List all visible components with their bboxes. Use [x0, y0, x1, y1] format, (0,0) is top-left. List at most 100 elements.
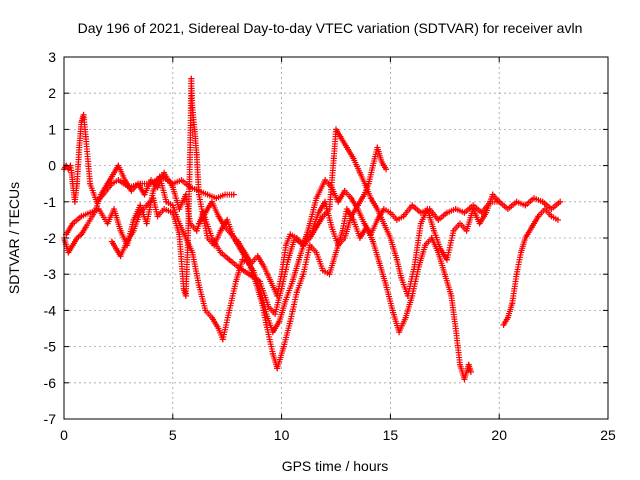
data-point: [326, 271, 333, 278]
data-point: [348, 213, 355, 220]
data-point: [65, 166, 72, 173]
data-point: [367, 195, 374, 202]
data-point: [104, 220, 111, 227]
data-point: [409, 202, 416, 209]
data-point: [74, 235, 81, 241]
data-point: [161, 206, 168, 213]
data-point: [457, 220, 464, 227]
data-point: [156, 173, 163, 180]
data-point: [287, 318, 294, 325]
data-point: [143, 202, 150, 209]
series-track-6: [500, 206, 561, 328]
data-point: [150, 195, 157, 202]
data-point: [369, 238, 376, 245]
data-point: [470, 206, 477, 213]
data-point: [387, 209, 394, 216]
data-point: [154, 213, 161, 220]
data-point: [202, 209, 209, 216]
data-point: [369, 162, 376, 169]
x-tick-label: 20: [491, 427, 507, 443]
x-tick-label: 5: [169, 427, 177, 443]
data-point: [554, 216, 561, 223]
data-point: [169, 202, 176, 209]
data-point: [548, 206, 555, 213]
data-point: [548, 213, 555, 220]
data-point: [465, 361, 472, 368]
data-point: [461, 376, 468, 383]
data-point: [443, 209, 450, 216]
point-markers: [61, 162, 564, 317]
data-point: [217, 249, 224, 256]
data-point: [128, 187, 135, 194]
data-point: [191, 126, 198, 133]
data-point: [348, 195, 355, 202]
y-axis-title: SDTVAR / TECUs: [6, 182, 22, 294]
data-point: [435, 216, 442, 223]
y-tick-label: 3: [48, 49, 56, 65]
data-point: [263, 311, 270, 318]
data-point: [115, 162, 122, 169]
data-point: [319, 267, 326, 274]
y-tick-label: -3: [44, 266, 57, 282]
data-point: [82, 224, 89, 231]
data-point: [441, 271, 448, 278]
data-point: [430, 227, 437, 234]
data-point: [330, 155, 337, 162]
data-point: [65, 249, 72, 256]
data-point: [269, 350, 276, 357]
data-point: [78, 231, 85, 238]
data-point: [509, 300, 516, 307]
data-point: [141, 191, 148, 198]
data-point: [169, 209, 176, 216]
data-point: [457, 361, 464, 368]
data-point: [402, 314, 409, 321]
data-point: [176, 231, 183, 238]
y-tick-label: -2: [44, 230, 57, 246]
data-point: [82, 133, 89, 140]
data-point: [380, 206, 387, 213]
data-point: [393, 216, 400, 223]
data-point: [398, 274, 405, 281]
data-point: [80, 111, 87, 118]
data-point: [130, 227, 137, 234]
data-point: [350, 155, 357, 162]
data-point: [202, 307, 209, 314]
data-point: [296, 256, 303, 263]
data-point: [383, 282, 390, 289]
series-track-2: [61, 162, 564, 318]
data-point: [193, 151, 200, 158]
ticks: 0 5 10 15 20 25 -7 -6 -5 -4 -3 -2 -1 0 1 2 3: [44, 49, 616, 443]
data-point: [250, 267, 257, 274]
data-point: [108, 238, 115, 245]
data-point: [213, 195, 220, 202]
data-point: [169, 184, 176, 191]
data-point: [195, 220, 202, 227]
data-point: [341, 187, 348, 194]
data-point: [204, 191, 211, 198]
data-point: [95, 206, 102, 213]
data-point: [287, 231, 294, 238]
data-point: [374, 206, 381, 213]
data-point: [226, 256, 233, 263]
data-point: [489, 191, 496, 198]
data-point: [326, 206, 333, 213]
data-point: [522, 202, 529, 209]
data-point: [450, 227, 457, 234]
data-point: [500, 321, 507, 328]
data-point: [517, 249, 524, 256]
data-point: [400, 213, 407, 220]
data-point: [161, 169, 168, 176]
data-point: [188, 75, 195, 82]
data-point: [528, 224, 535, 231]
data-point: [443, 256, 450, 263]
data-point: [108, 173, 115, 180]
data-point: [274, 365, 281, 372]
data-point: [376, 260, 383, 267]
x-tick-label: 25: [600, 427, 616, 443]
data-point: [97, 191, 104, 198]
data-point: [208, 314, 215, 321]
data-point: [113, 245, 120, 252]
data-point: [228, 231, 235, 238]
data-point: [195, 191, 202, 198]
y-tick-label: 0: [48, 158, 56, 174]
